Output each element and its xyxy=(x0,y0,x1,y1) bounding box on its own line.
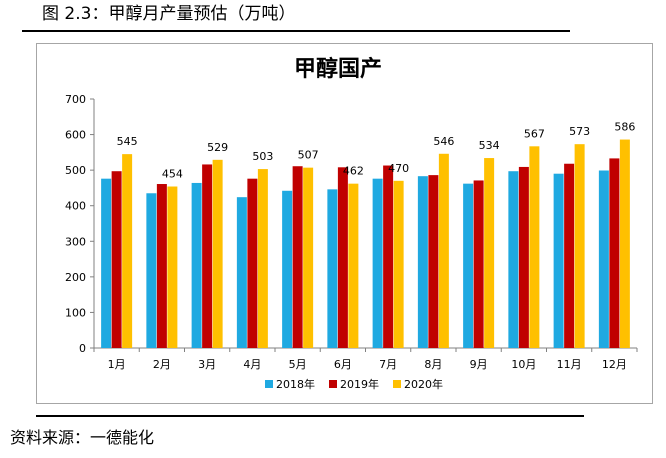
data-label: 567 xyxy=(524,127,545,140)
top-divider xyxy=(22,30,570,32)
bar-2018年 xyxy=(417,176,428,348)
bar-2018年 xyxy=(236,197,247,348)
x-tick-label: 12月 xyxy=(602,358,627,371)
bar-2020年 xyxy=(529,146,540,348)
x-tick-label: 4月 xyxy=(243,358,261,371)
bars xyxy=(101,139,630,348)
bar-2018年 xyxy=(101,178,112,348)
bar-2019年 xyxy=(428,175,439,348)
legend-swatch xyxy=(265,380,273,388)
bar-2018年 xyxy=(146,193,157,348)
legend-label: 2020年 xyxy=(404,377,443,391)
x-tick-label: 2月 xyxy=(153,358,171,371)
bar-2019年 xyxy=(111,171,122,348)
source-note: 资料来源：一德能化 xyxy=(10,428,155,447)
bar-2019年 xyxy=(383,165,394,348)
bar-2020年 xyxy=(484,158,495,348)
bar-2019年 xyxy=(564,163,575,348)
legend-swatch xyxy=(329,380,337,388)
data-label: 529 xyxy=(207,141,228,154)
legend: 2018年 2019年 2020年 xyxy=(265,377,443,391)
bar-2019年 xyxy=(247,178,258,348)
chart-container: 甲醇国产 0 100 200 300 400 500 600 700 1月 2月 3月 4月 5月 6月 7… xyxy=(36,43,653,404)
axes: 0 100 200 300 400 500 600 700 1月 2月 3月 4月 5月 6月 7月 8月 9月… xyxy=(65,93,638,371)
legend-label: 2019年 xyxy=(340,377,379,391)
data-label: 545 xyxy=(117,135,138,148)
x-tick-label: 8月 xyxy=(424,358,442,371)
bar-2020年 xyxy=(303,167,314,348)
bar-2018年 xyxy=(327,189,338,348)
y-tick-label: 600 xyxy=(65,129,86,142)
data-label: 546 xyxy=(433,135,454,148)
bar-2020年 xyxy=(122,154,133,348)
bar-2019年 xyxy=(473,180,484,348)
bar-2019年 xyxy=(609,158,620,348)
y-tick-label: 0 xyxy=(79,342,86,355)
data-label: 503 xyxy=(252,150,273,163)
bar-2020年 xyxy=(574,144,585,348)
bar-2018年 xyxy=(508,171,519,348)
bar-2018年 xyxy=(553,173,564,348)
data-label: 507 xyxy=(298,149,319,162)
x-tick-label: 7月 xyxy=(379,358,397,371)
figure-title: 图 2.3：甲醇月产量预估（万吨） xyxy=(42,4,296,24)
methanol-production-chart: 甲醇国产 0 100 200 300 400 500 600 700 1月 2月 3月 4月 5月 6月 7… xyxy=(65,56,638,391)
data-label: 586 xyxy=(614,121,635,134)
data-label: 534 xyxy=(479,139,500,152)
bar-2019年 xyxy=(518,166,529,348)
data-label: 462 xyxy=(343,165,364,178)
y-tick-label: 500 xyxy=(65,164,86,177)
x-tick-label: 6月 xyxy=(334,358,352,371)
bar-2019年 xyxy=(202,164,213,348)
data-labels: 545 454 529 503 507 462 470 546 534 567 573 586 xyxy=(117,121,636,181)
y-tick-label: 300 xyxy=(65,235,86,248)
bar-2018年 xyxy=(282,190,293,348)
bar-2020年 xyxy=(619,139,630,348)
y-tick-label: 400 xyxy=(65,200,86,213)
x-tick-label: 10月 xyxy=(511,358,536,371)
y-tick-label: 700 xyxy=(65,93,86,106)
bottom-divider xyxy=(36,415,584,417)
data-label: 454 xyxy=(162,168,183,181)
x-tick-label: 9月 xyxy=(470,358,488,371)
bar-2018年 xyxy=(463,183,474,348)
bar-2018年 xyxy=(191,182,202,348)
x-tick-label: 5月 xyxy=(289,358,307,371)
bar-2020年 xyxy=(393,180,404,348)
bar-2019年 xyxy=(337,167,348,348)
y-tick-label: 100 xyxy=(65,306,86,319)
x-tick-label: 1月 xyxy=(108,358,126,371)
bar-2020年 xyxy=(438,153,449,348)
bar-2020年 xyxy=(348,183,359,348)
bar-2020年 xyxy=(257,169,268,348)
legend-swatch xyxy=(393,380,401,388)
x-tick-label: 3月 xyxy=(198,358,216,371)
legend-label: 2018年 xyxy=(276,377,315,391)
bar-2019年 xyxy=(292,166,303,348)
bar-2018年 xyxy=(598,170,609,348)
x-tick-label: 11月 xyxy=(557,358,582,371)
bar-2020年 xyxy=(212,159,223,348)
bar-2019年 xyxy=(156,184,167,348)
data-label: 470 xyxy=(388,162,409,175)
y-tick-label: 200 xyxy=(65,271,86,284)
data-label: 573 xyxy=(569,125,590,138)
chart-title: 甲醇国产 xyxy=(294,56,382,82)
bar-2020年 xyxy=(167,186,178,348)
bar-2018年 xyxy=(372,178,383,348)
